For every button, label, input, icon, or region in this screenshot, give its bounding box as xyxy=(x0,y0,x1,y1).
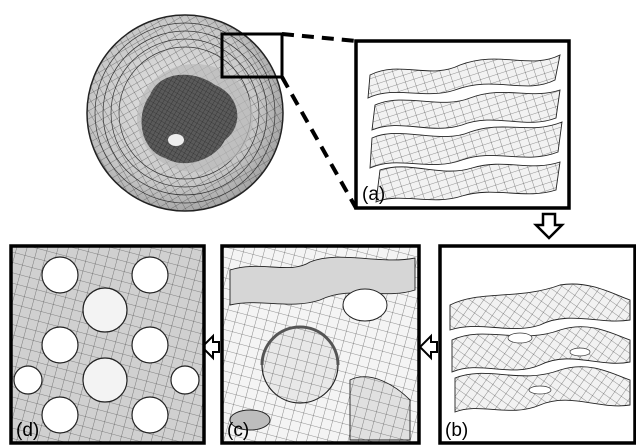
overview-sphere xyxy=(86,14,284,212)
panel-a-frame xyxy=(354,39,571,210)
panel-c-label: (c) xyxy=(227,420,249,441)
panel-d-frame xyxy=(9,244,206,445)
panel-a-label: (a) xyxy=(362,184,385,205)
panel-d-label: (d) xyxy=(16,420,39,441)
panel-a: (a) xyxy=(354,39,571,210)
panel-b-frame xyxy=(438,244,636,445)
panel-b: (b) xyxy=(438,244,636,445)
panel-c: (c) xyxy=(220,244,421,445)
panel-c-frame xyxy=(220,244,421,445)
arrow-left-icon xyxy=(200,333,220,361)
arrow-down-icon xyxy=(532,212,566,240)
panel-b-label: (b) xyxy=(445,420,468,441)
zoom-guides xyxy=(280,32,358,209)
panel-d: (d) xyxy=(9,244,206,445)
arrow-left-icon xyxy=(418,333,438,361)
zoom-box xyxy=(220,32,284,79)
